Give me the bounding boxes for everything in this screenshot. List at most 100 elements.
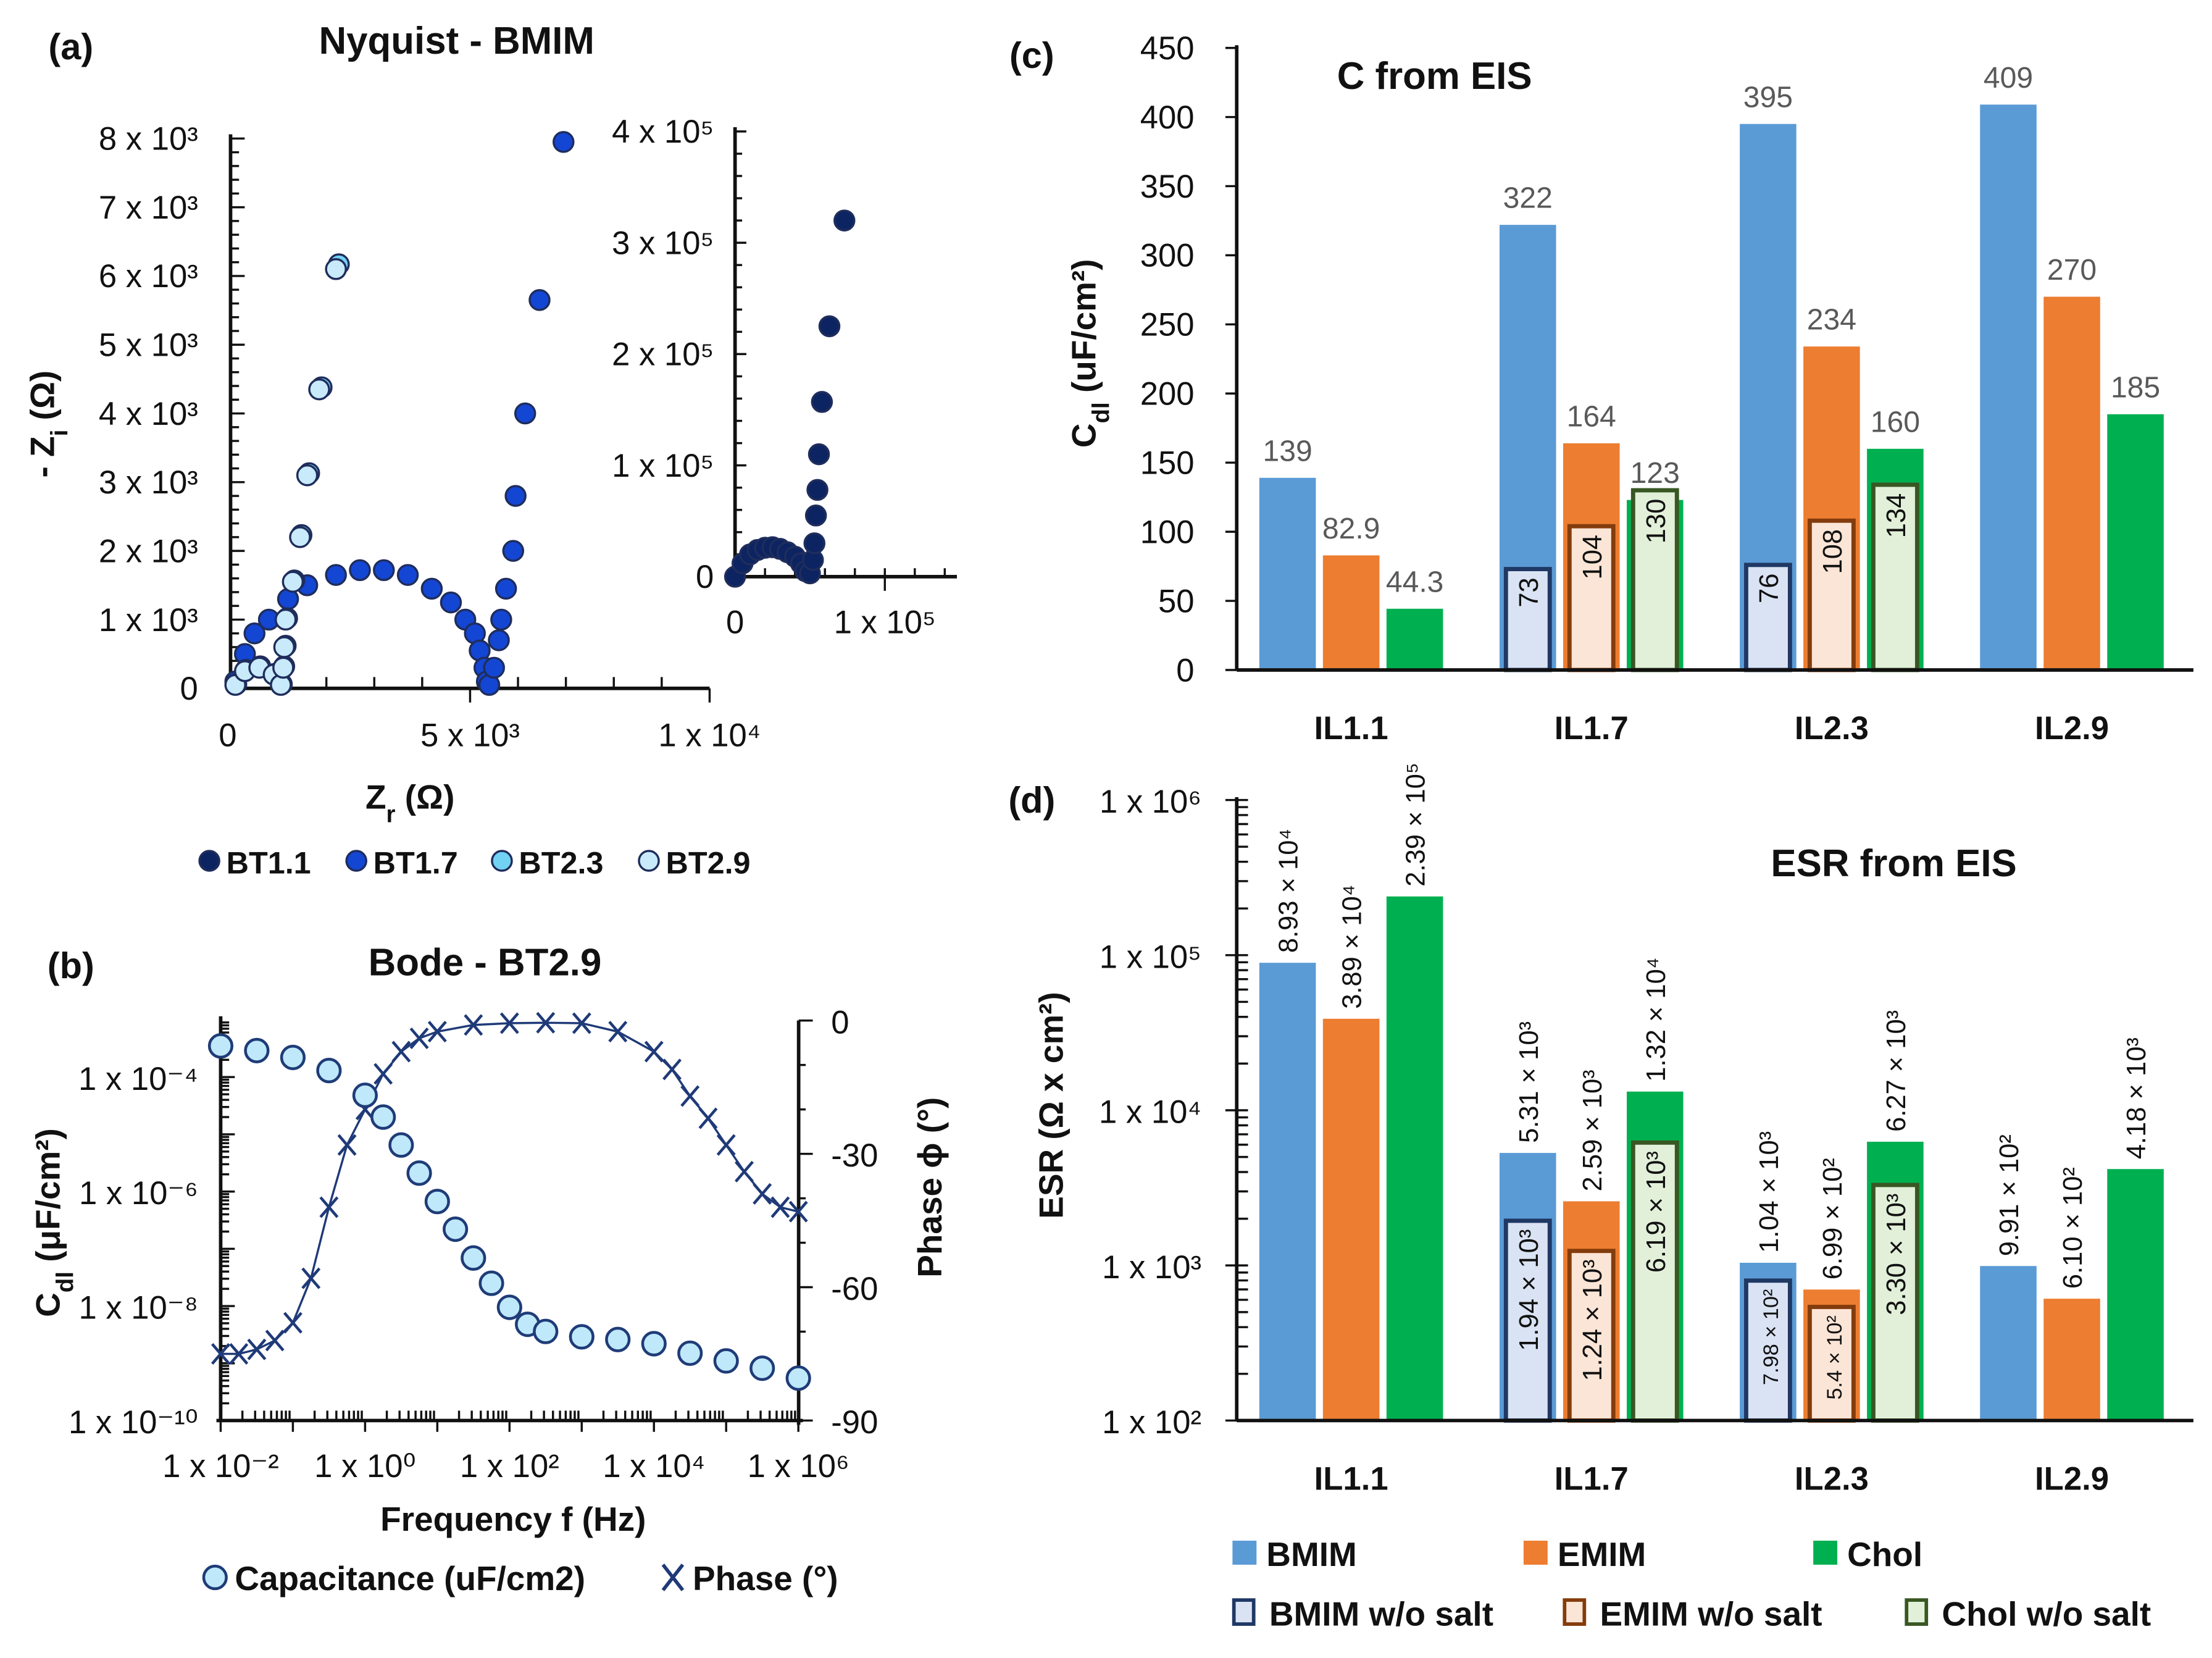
- phase-marker: [283, 1312, 303, 1334]
- legend-swatch: [1232, 1598, 1256, 1626]
- data-label: 6.27 × 10³: [1882, 1010, 1911, 1132]
- data-label: 6.99 × 10²: [1818, 1158, 1848, 1279]
- y-tick-label: 3 x 10³: [99, 464, 198, 501]
- data-point-BT1.7: [373, 559, 395, 582]
- phase-marker-stroke: [572, 1012, 591, 1034]
- legend-marker: [202, 1564, 228, 1591]
- data-point-BT1.7: [349, 559, 371, 582]
- y-axis-label-main: C: [28, 1292, 67, 1317]
- data-label: 134: [1882, 493, 1911, 538]
- x-tick-label: 1 x 10⁵: [834, 604, 936, 640]
- y-tick-label: 8 x 10³: [99, 121, 198, 157]
- y-axis-label: ESR (Ω x cm²): [1032, 992, 1071, 1219]
- legend-label: BT2.9: [666, 845, 750, 881]
- y-tick-label: 2 x 10³: [99, 533, 198, 569]
- capacitance-point: [569, 1324, 595, 1350]
- y-tick-label: 1 x 10⁴: [1099, 1094, 1201, 1131]
- data-label: 3.89 × 10⁴: [1338, 885, 1367, 1009]
- phase-marker: [265, 1329, 285, 1352]
- phase-marker-stroke: [427, 1021, 447, 1043]
- phase-marker-stroke: [229, 1342, 249, 1365]
- legend-label: BT2.3: [519, 845, 603, 881]
- data-label: 8.93 × 10⁴: [1274, 829, 1304, 953]
- y-axis-label-sub: dl: [52, 1271, 78, 1292]
- data-label: 3.30 × 10³: [1882, 1194, 1911, 1315]
- phase-marker: [788, 1200, 808, 1223]
- phase-marker: [391, 1040, 411, 1063]
- data-point-BT1.1: [804, 505, 827, 527]
- y-axis-label-rest: (μF/cm²): [28, 1128, 67, 1271]
- bar-EMIM w/o salt-IL1.7: [1567, 1249, 1616, 1423]
- phase-marker-stroke: [464, 1014, 483, 1036]
- capacitance-point: [406, 1160, 432, 1186]
- panel-label: (d): [1008, 779, 1055, 821]
- data-label: 9.91 × 10²: [1995, 1134, 2024, 1256]
- phase-marker-stroke: [644, 1040, 664, 1063]
- data-point-BT2.9: [274, 608, 297, 631]
- data-point-BT1.1: [803, 532, 825, 555]
- bar-Chol-IL1.1: [1386, 608, 1443, 670]
- legend-label: Chol: [1847, 1535, 1922, 1573]
- x-axis-label: Frequency f (Hz): [380, 1500, 646, 1538]
- phase-marker-stroke: [788, 1200, 808, 1223]
- phase-marker: [319, 1196, 339, 1218]
- phase-marker-stroke: [409, 1027, 429, 1049]
- capacitance-point: [677, 1340, 703, 1367]
- legend-label: Capacitance (uF/cm2): [235, 1559, 585, 1597]
- y-tick-label: 1 x 10²: [1102, 1404, 1201, 1441]
- y2-tick-label: -60: [831, 1271, 878, 1307]
- capacitance-point: [370, 1104, 396, 1130]
- y-tick-label: 350: [1140, 169, 1195, 205]
- legend-item: EMIM: [1523, 1535, 1646, 1573]
- legend-label: BT1.1: [227, 845, 311, 881]
- capacitance-point: [605, 1326, 631, 1352]
- bar-Chol-IL1.1: [1386, 896, 1443, 1421]
- y-tick-label: 1 x 10³: [1102, 1249, 1201, 1286]
- y-tick-label: 400: [1140, 99, 1195, 136]
- data-label: 185: [2111, 371, 2160, 404]
- bar-EMIM-IL1.1: [1322, 555, 1380, 670]
- y-tick-label: 300: [1140, 238, 1195, 274]
- data-point-BT1.7: [553, 131, 575, 153]
- bar-EMIM w/o salt-IL2.3: [1807, 1305, 1856, 1423]
- y2-tick-label: -90: [831, 1404, 878, 1441]
- phase-marker-stroke: [698, 1107, 718, 1129]
- capacitance-point: [533, 1318, 559, 1344]
- legend-label: BT1.7: [374, 845, 458, 881]
- x-tick-label: 1 x 10⁴: [658, 718, 761, 754]
- data-point-BT1.7: [504, 485, 527, 507]
- x-tick-label: 0: [726, 604, 744, 640]
- y-tick-label: 0: [1176, 652, 1194, 689]
- bar-BMIM w/o salt-IL1.7: [1503, 567, 1552, 672]
- data-label: 108: [1818, 529, 1848, 574]
- legend-item: Chol: [1813, 1535, 1922, 1573]
- bar-Chol-IL2.9: [2107, 414, 2164, 670]
- phase-marker: [680, 1085, 700, 1107]
- bar-Chol w/o salt-IL1.7: [1630, 488, 1679, 672]
- y-tick-label: 4 x 10⁵: [612, 114, 714, 150]
- y-tick-label: 3 x 10⁵: [612, 225, 714, 261]
- category-label: IL2.3: [1795, 710, 1869, 747]
- data-point-BT2.9: [296, 464, 319, 487]
- phase-marker: [337, 1134, 357, 1156]
- legend-item: Phase (°): [661, 1559, 838, 1597]
- y-tick-label: 2 x 10⁵: [612, 337, 714, 373]
- y-tick-label: 1 x 10⁻¹⁰: [69, 1404, 198, 1441]
- legend-swatch: [1523, 1541, 1548, 1565]
- phase-marker-stroke: [391, 1040, 411, 1063]
- bar-BMIM-IL1.1: [1259, 477, 1316, 670]
- y-tick-label: 450: [1140, 30, 1195, 67]
- phase-marker: [409, 1027, 429, 1049]
- category-label: IL1.7: [1555, 1461, 1629, 1497]
- bar-EMIM-IL2.9: [2043, 296, 2100, 670]
- legend-label: BMIM: [1266, 1535, 1356, 1573]
- data-label: 123: [1630, 456, 1680, 490]
- x-tick-label: 1 x 10⁻²: [162, 1448, 279, 1484]
- data-point-BT1.1: [818, 315, 841, 338]
- x-tick-label: 5 x 10³: [420, 718, 520, 754]
- data-label: 104: [1578, 535, 1608, 580]
- data-label: 160: [1871, 405, 1920, 438]
- phase-marker: [536, 1011, 556, 1034]
- data-label: 1.32 × 10⁴: [1642, 957, 1671, 1081]
